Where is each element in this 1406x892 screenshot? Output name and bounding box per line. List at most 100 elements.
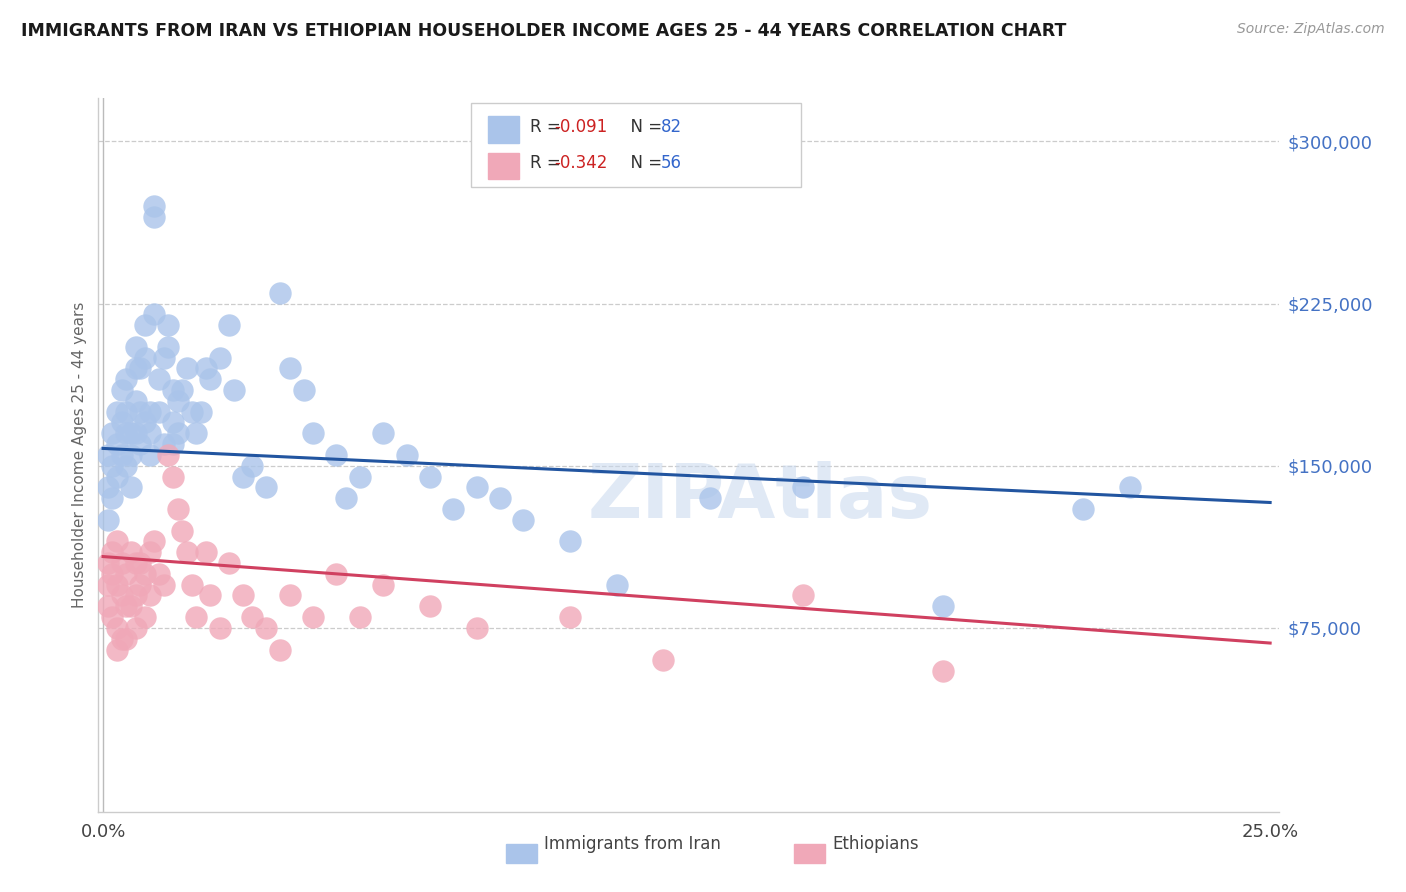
Point <box>269 642 291 657</box>
Point <box>1073 502 1095 516</box>
Point <box>166 426 188 441</box>
Point <box>148 372 170 386</box>
Point <box>373 426 395 441</box>
Point <box>373 577 395 591</box>
Text: Source: ZipAtlas.com: Source: ZipAtlas.com <box>1237 22 1385 37</box>
Point <box>97 556 120 570</box>
Text: Immigrants from Iran: Immigrants from Iran <box>544 835 721 853</box>
Point <box>157 448 180 462</box>
Point <box>101 566 124 581</box>
Point <box>489 491 512 505</box>
Point <box>172 383 194 397</box>
Point <box>105 469 128 483</box>
Point <box>349 610 371 624</box>
Point <box>143 210 166 224</box>
Point <box>256 621 278 635</box>
Point <box>395 448 418 462</box>
Point <box>111 383 134 397</box>
Point <box>134 566 156 581</box>
Point <box>101 426 124 441</box>
Point <box>162 437 184 451</box>
Point <box>143 534 166 549</box>
Point <box>606 577 628 591</box>
Point <box>152 351 174 365</box>
Point <box>162 416 184 430</box>
Point <box>125 340 148 354</box>
Point <box>558 534 581 549</box>
Point <box>325 448 347 462</box>
Point <box>129 361 152 376</box>
Point <box>115 632 138 646</box>
Point <box>162 469 184 483</box>
Point <box>139 426 162 441</box>
Text: ZIPAtlas: ZIPAtlas <box>588 461 932 534</box>
Text: N =: N = <box>620 154 668 172</box>
Point <box>120 426 142 441</box>
Point <box>792 589 814 603</box>
Point <box>932 664 955 678</box>
Point <box>134 318 156 333</box>
Point <box>652 653 675 667</box>
Point <box>218 556 240 570</box>
Point <box>512 513 534 527</box>
Point <box>105 642 128 657</box>
Text: N =: N = <box>620 118 668 136</box>
Text: IMMIGRANTS FROM IRAN VS ETHIOPIAN HOUSEHOLDER INCOME AGES 25 - 44 YEARS CORRELAT: IMMIGRANTS FROM IRAN VS ETHIOPIAN HOUSEH… <box>21 22 1067 40</box>
Point <box>176 361 198 376</box>
Point <box>97 448 120 462</box>
Point <box>111 556 134 570</box>
Point <box>180 405 202 419</box>
Point <box>349 469 371 483</box>
Point <box>166 502 188 516</box>
Point <box>125 556 148 570</box>
Point <box>325 566 347 581</box>
Point <box>172 524 194 538</box>
Point <box>166 393 188 408</box>
Text: -0.091: -0.091 <box>554 118 607 136</box>
Point <box>139 448 162 462</box>
Text: R =: R = <box>530 154 567 172</box>
Point <box>335 491 357 505</box>
Point <box>125 393 148 408</box>
Point <box>134 416 156 430</box>
Point <box>292 383 315 397</box>
Point <box>139 589 162 603</box>
Point <box>101 610 124 624</box>
Point <box>200 372 222 386</box>
Point <box>441 502 464 516</box>
Point <box>115 426 138 441</box>
Point <box>125 361 148 376</box>
Point <box>278 361 301 376</box>
Point <box>111 632 134 646</box>
Y-axis label: Householder Income Ages 25 - 44 years: Householder Income Ages 25 - 44 years <box>72 301 87 608</box>
Point <box>302 610 325 624</box>
Point <box>162 383 184 397</box>
Text: -0.342: -0.342 <box>554 154 607 172</box>
Point <box>208 621 231 635</box>
Point <box>419 599 441 614</box>
Point <box>218 318 240 333</box>
Point <box>419 469 441 483</box>
Point <box>111 448 134 462</box>
Point <box>111 416 134 430</box>
Point <box>120 448 142 462</box>
Point <box>148 566 170 581</box>
Point <box>115 458 138 473</box>
Point <box>232 469 254 483</box>
Point <box>101 458 124 473</box>
Point <box>129 556 152 570</box>
Point <box>1119 480 1142 494</box>
Point <box>157 318 180 333</box>
Point <box>111 589 134 603</box>
Point <box>152 437 174 451</box>
Point <box>152 577 174 591</box>
Point <box>129 577 152 591</box>
Point <box>256 480 278 494</box>
Text: Ethiopians: Ethiopians <box>832 835 920 853</box>
Point <box>465 621 488 635</box>
Point <box>558 610 581 624</box>
Point <box>269 285 291 300</box>
Point <box>129 437 152 451</box>
Point <box>242 610 264 624</box>
Point <box>105 437 128 451</box>
